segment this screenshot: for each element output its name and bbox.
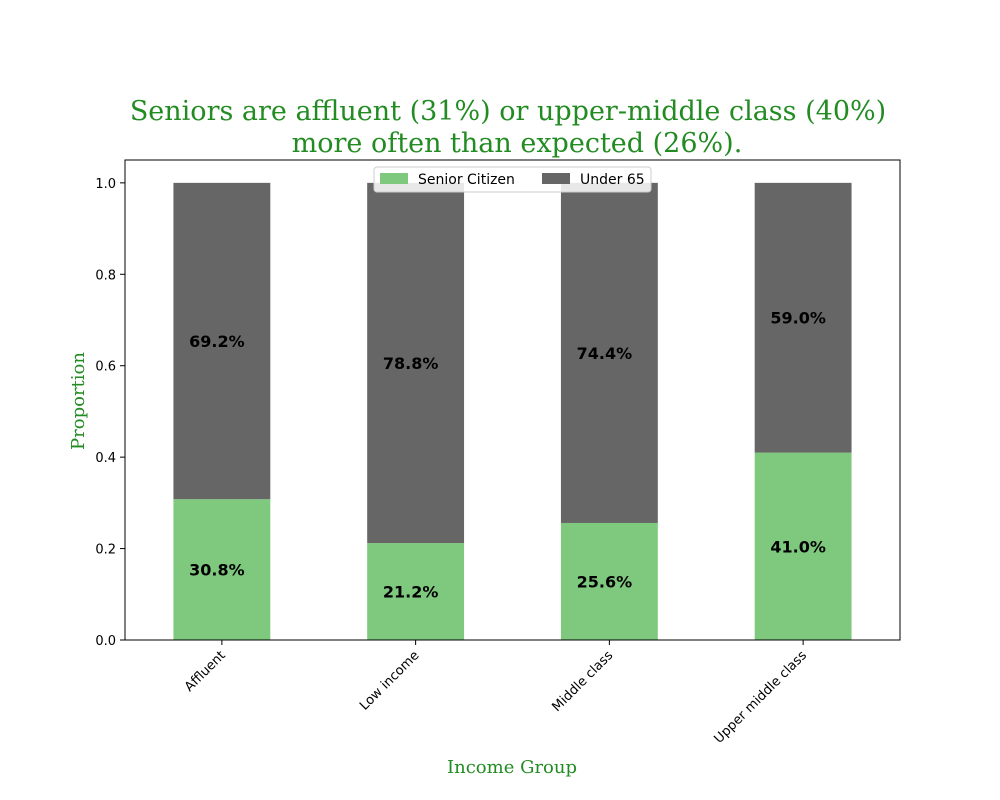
bar-under-65-2 — [367, 182, 465, 544]
x-tick-label: Low income — [357, 648, 422, 713]
legend-label: Senior Citizen — [418, 172, 515, 188]
bar-value-label: 30.8% — [189, 561, 245, 580]
bar-value-label: 41.0% — [770, 537, 826, 556]
x-tick-label: Upper middle class — [711, 648, 810, 747]
y-tick-label: 0.2 — [95, 543, 116, 558]
plot-area: 30.8% 69.2% Affluent 21.2% 78.8% Low income 25… — [95, 159, 901, 747]
bar-value-label: 25.6% — [577, 572, 633, 591]
y-axis-label: Proportion — [68, 352, 89, 450]
legend: Senior Citizen Under 65 — [373, 166, 652, 193]
legend-label: Under 65 — [580, 172, 645, 188]
y-tick-label: 0.4 — [95, 451, 116, 466]
legend-swatch-under-65 — [542, 173, 570, 184]
chart-title-line-2: more often than expected (26%). — [292, 128, 743, 159]
bar-under-65-4 — [754, 182, 852, 453]
legend-box — [373, 166, 652, 193]
bar-value-label: 78.8% — [383, 354, 439, 373]
x-tick-label: Affluent — [182, 648, 229, 695]
y-tick-label: 0.0 — [95, 634, 116, 649]
bar-under-65-3 — [560, 182, 658, 523]
bar-value-label: 59.0% — [770, 309, 826, 328]
legend-swatch-senior-citizen — [380, 173, 408, 184]
y-tick-label: 0.6 — [95, 360, 116, 375]
plot-frame — [124, 159, 901, 641]
bar-senior-citizen-2 — [367, 543, 465, 640]
bar-value-label: 74.4% — [577, 344, 633, 363]
chart-title-line-1: Seniors are affluent (31%) or upper-midd… — [130, 96, 886, 127]
bar-senior-citizen-1 — [173, 499, 271, 640]
bar-under-65-1 — [173, 182, 271, 500]
bar-value-label: 21.2% — [383, 583, 439, 602]
bar-senior-citizen-3 — [560, 522, 658, 640]
y-tick-label: 1.0 — [95, 177, 116, 192]
bar-senior-citizen-4 — [754, 452, 852, 640]
x-axis-label: Income Group — [447, 757, 577, 778]
bar-value-label: 69.2% — [189, 332, 245, 351]
x-tick-label: Middle class — [549, 648, 616, 715]
y-tick-label: 0.8 — [95, 268, 116, 283]
